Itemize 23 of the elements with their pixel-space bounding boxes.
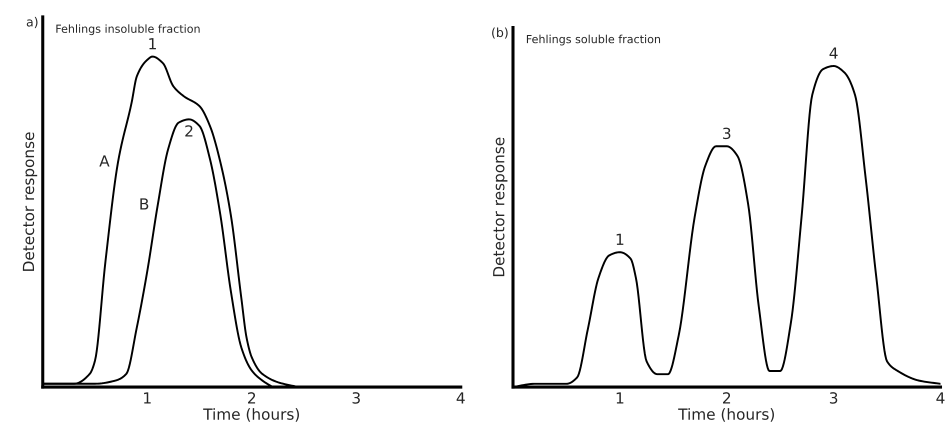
- annotation: 2: [185, 125, 192, 137]
- chart-title: Fehlings insoluble fraction: [56, 24, 200, 36]
- annotation: B: [140, 198, 148, 210]
- x-tick-label: 4: [936, 392, 945, 404]
- annotation: 3: [723, 128, 730, 140]
- annotation: 4: [830, 48, 838, 59]
- annotation: 1: [149, 38, 156, 50]
- annotation: A: [99, 155, 110, 167]
- x-tick-label: 2: [248, 392, 256, 404]
- text: (b): [492, 27, 508, 39]
- x-tick-label: 3: [830, 392, 838, 404]
- x-tick-label: 1: [144, 392, 151, 404]
- y-axis-title: Detector response: [22, 132, 38, 271]
- x-axis-title: Time (hours): [203, 408, 299, 422]
- x-tick-label: 1: [616, 392, 624, 404]
- annotation: 1: [616, 234, 624, 245]
- x-tick-label: 3: [352, 392, 360, 404]
- y-axis-title: Detector response: [493, 138, 508, 276]
- x-tick-label: 4: [456, 392, 465, 404]
- chart-title: Fehlings soluble fraction: [526, 34, 660, 46]
- x-tick-label: 2: [723, 392, 730, 404]
- text: a): [26, 16, 38, 28]
- x-axis-title: Time (hours): [678, 408, 774, 422]
